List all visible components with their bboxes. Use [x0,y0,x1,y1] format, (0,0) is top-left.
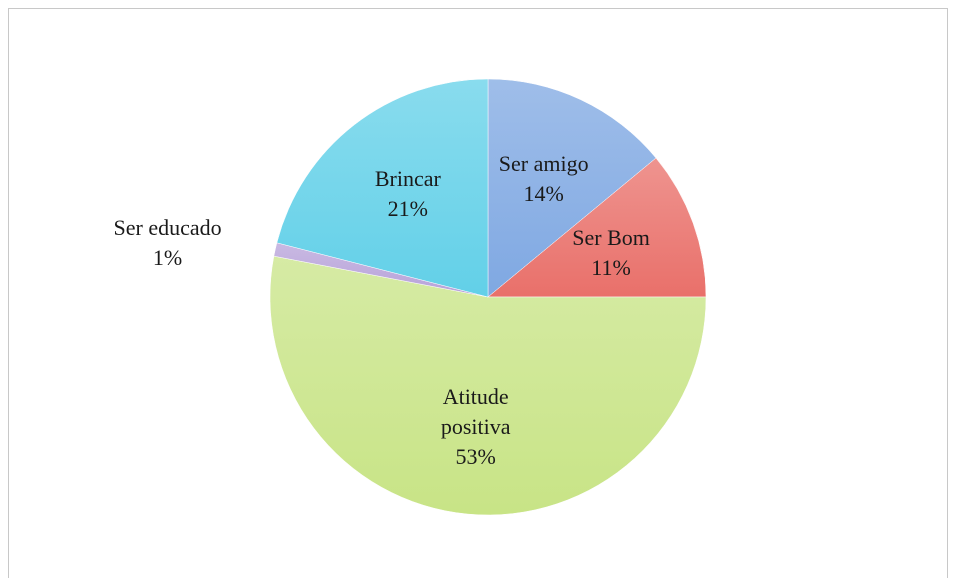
value-label: 14% [523,180,564,206]
pie-slice [276,78,489,298]
slice-label: Ser amigo 14% [464,149,624,209]
category-label: Atitude positiva [440,384,511,440]
pie-slice [487,157,707,298]
value-label: 1% [152,245,183,271]
slice-label: Ser educado 1% [88,213,248,273]
category-label: Brincar [374,165,441,191]
category-label: Ser Bom [572,224,650,250]
slice-label: Ser Bom 11% [531,223,691,283]
category-label: Ser amigo [498,150,589,176]
value-label: 21% [387,195,428,221]
slice-label: Atitude positiva 53% [426,382,526,472]
slice-label: Brincar 21% [328,164,488,224]
chart-border [8,8,948,578]
pie-slice [487,78,657,298]
pie-slice [269,255,707,516]
value-label: 11% [591,254,631,280]
category-label: Ser educado [113,215,222,241]
value-label: 53% [455,444,496,470]
